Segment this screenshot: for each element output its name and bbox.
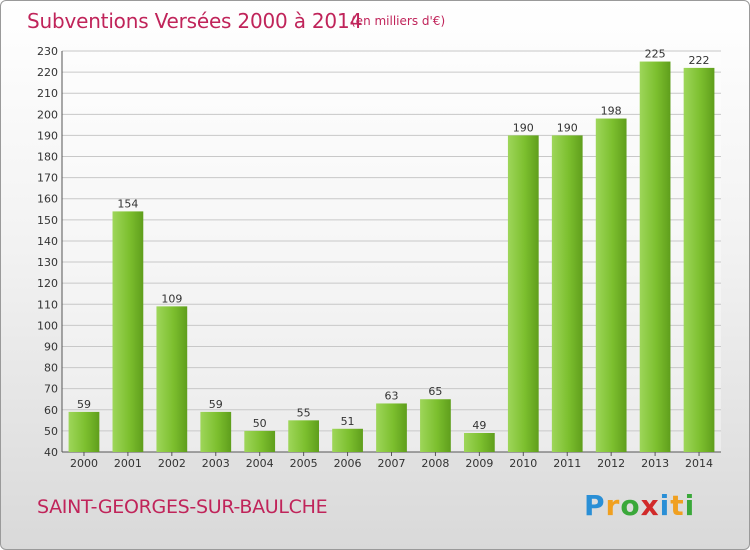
logo-letter: i [659,489,671,522]
logo-letter: x [640,489,660,522]
y-tick-label: 70 [44,383,58,396]
y-tick-label: 130 [37,256,58,269]
data-label: 65 [428,385,442,398]
commune-name: SAINT-GEORGES-SUR-BAULCHE [37,496,328,518]
x-tick-label: 2003 [202,457,230,470]
data-label: 59 [209,398,223,411]
data-label: 198 [601,105,622,118]
x-tick-label: 2012 [597,457,625,470]
y-tick-label: 140 [37,235,58,248]
x-tick-label: 2002 [158,457,186,470]
data-label: 49 [472,419,486,432]
y-tick-label: 210 [37,87,58,100]
x-tick-label: 2007 [378,457,406,470]
x-tick-label: 2006 [334,457,362,470]
x-tick-label: 2008 [421,457,449,470]
data-label: 50 [253,417,267,430]
y-tick-label: 170 [37,172,58,185]
chart-subtitle: (en milliers d'€) [351,14,446,28]
bar [156,306,188,452]
data-label: 109 [161,292,182,305]
bar [244,430,276,452]
x-tick-label: 2001 [114,457,142,470]
y-tick-label: 110 [37,298,58,311]
bar [112,211,144,452]
y-tick-label: 160 [37,193,58,206]
y-tick-label: 60 [44,404,58,417]
data-label: 63 [385,389,399,402]
x-tick-label: 2009 [465,457,493,470]
logo-letter: P [584,489,606,522]
bar [68,411,100,452]
bar [507,135,539,452]
data-label: 154 [117,197,138,210]
x-tick-label: 2011 [553,457,581,470]
y-tick-label: 180 [37,151,58,164]
data-label: 190 [513,121,534,134]
y-tick-label: 90 [44,340,58,353]
data-label: 190 [557,121,578,134]
bar [595,118,627,453]
bar [332,428,363,452]
bar [420,399,451,452]
data-label: 225 [645,48,666,61]
bar [200,411,232,452]
y-tick-label: 200 [37,108,58,121]
logo-letter: i [684,489,696,522]
x-tick-label: 2013 [641,457,669,470]
data-label: 222 [689,54,710,67]
y-tick-label: 120 [37,277,58,290]
data-label: 59 [77,398,91,411]
y-tick-label: 40 [44,446,58,459]
x-tick-label: 2000 [70,457,98,470]
x-tick-label: 2004 [246,457,274,470]
data-label: 51 [341,415,355,428]
proxiti-logo[interactable]: Proxiti [584,489,695,522]
bar [683,67,715,452]
bar [639,61,671,452]
y-tick-label: 150 [37,214,58,227]
y-tick-label: 80 [44,362,58,375]
logo-letter: r [605,489,621,522]
logo-letter: o [620,489,641,522]
x-tick-label: 2005 [290,457,318,470]
bar [551,135,583,452]
x-tick-label: 2010 [509,457,537,470]
y-tick-label: 190 [37,129,58,142]
x-tick-label: 2014 [685,457,713,470]
bar [376,403,407,452]
y-tick-label: 220 [37,66,58,79]
logo-letter: t [670,489,685,522]
bar [463,433,495,452]
bar [288,420,320,452]
chart-title: Subventions Versées 2000 à 2014 [27,9,363,33]
y-tick-label: 230 [37,45,58,58]
data-label: 55 [297,406,311,419]
y-tick-label: 50 [44,425,58,438]
y-tick-label: 100 [37,319,58,332]
